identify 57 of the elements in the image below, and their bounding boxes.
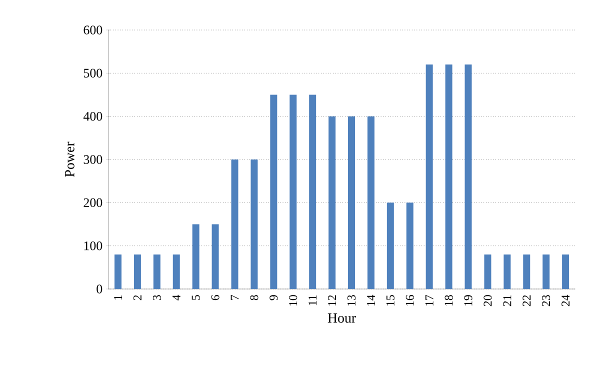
x-tick-label: 23 — [542, 295, 550, 306]
x-axis-title: Hour — [328, 313, 356, 323]
bar — [212, 224, 219, 289]
x-tick-label: 1 — [114, 295, 122, 300]
bar — [250, 160, 258, 289]
y-tick-label: 300 — [84, 155, 102, 164]
bar — [464, 64, 472, 289]
bar — [406, 202, 414, 289]
x-tick-label: 20 — [484, 295, 492, 306]
bar — [328, 116, 336, 289]
x-tick-label: 14 — [367, 294, 375, 306]
x-tick-label: 13 — [347, 295, 356, 306]
bar — [153, 254, 160, 289]
bar — [386, 202, 394, 289]
x-tick-label: 6 — [211, 294, 220, 300]
x-tick-label: 17 — [425, 294, 434, 306]
bar — [367, 116, 374, 289]
bar — [426, 64, 433, 289]
x-tick-label: 21 — [503, 295, 512, 306]
x-tick-label: 12 — [328, 295, 336, 306]
bar — [192, 224, 200, 289]
y-axis-title: Power — [65, 142, 74, 177]
bar — [114, 254, 122, 289]
x-tick-label: 7 — [230, 294, 239, 300]
y-tick-label: 0 — [96, 284, 102, 294]
bar — [309, 94, 316, 289]
y-tick-label: 600 — [84, 26, 102, 34]
x-tick-label: 4 — [172, 294, 180, 300]
y-tick-label: 100 — [84, 241, 102, 250]
x-tick-label: 10 — [289, 295, 298, 306]
x-tick-label: 2 — [133, 295, 142, 300]
y-tick-label: 500 — [84, 68, 102, 78]
x-tick-label: 19 — [464, 295, 472, 306]
x-tick-label: 16 — [406, 294, 414, 306]
x-tick-label: 5 — [192, 295, 200, 300]
x-tick-label: 18 — [444, 295, 453, 306]
y-tick-label: 200 — [84, 198, 102, 208]
y-tick-label: 400 — [83, 112, 102, 121]
bar — [484, 254, 492, 289]
x-tick-label: 22 — [522, 295, 531, 306]
bar — [172, 254, 180, 289]
x-tick-label: 15 — [386, 295, 394, 306]
bar — [445, 64, 452, 289]
bar — [348, 116, 356, 289]
bar — [523, 254, 530, 289]
bar — [504, 254, 511, 289]
x-tick-label: 24 — [562, 294, 570, 306]
bar — [231, 160, 238, 289]
bar — [134, 254, 141, 289]
x-tick-label: 3 — [152, 295, 161, 300]
bar — [290, 94, 297, 289]
bar — [562, 254, 570, 289]
x-tick-label: 11 — [308, 295, 317, 306]
bar — [270, 94, 278, 289]
x-tick-label: 9 — [270, 295, 278, 300]
bar — [542, 254, 550, 289]
x-tick-label: 8 — [250, 295, 258, 300]
